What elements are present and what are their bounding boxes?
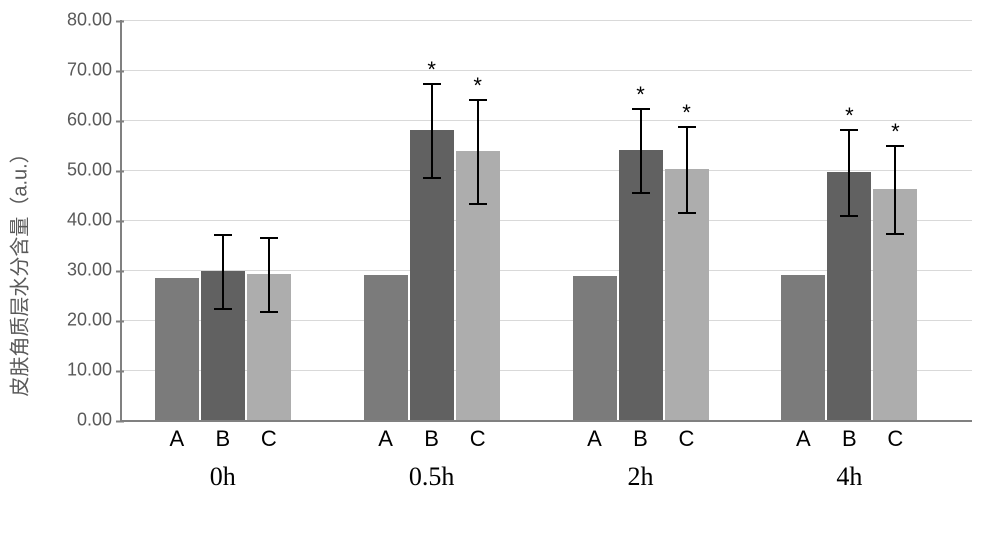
bar-A bbox=[155, 278, 199, 421]
error-cap bbox=[423, 177, 441, 179]
bar-label: A bbox=[378, 426, 393, 452]
error-cap bbox=[632, 192, 650, 194]
group-label: 0.5h bbox=[409, 462, 455, 492]
y-tick-label: 40.00 bbox=[67, 210, 122, 231]
significance-marker: * bbox=[845, 103, 854, 129]
group-label: 4h bbox=[836, 462, 862, 492]
y-axis-label: 皮肤角质层水分含量（a.u.） bbox=[4, 143, 33, 396]
bar-label: C bbox=[679, 426, 695, 452]
error-cap bbox=[214, 308, 232, 310]
gridline bbox=[122, 20, 972, 21]
bar-chart: 皮肤角质层水分含量（a.u.） 0.0010.0020.0030.0040.00… bbox=[0, 0, 1000, 539]
error-cap bbox=[469, 203, 487, 205]
bar-label: C bbox=[887, 426, 903, 452]
y-tick-label: 10.00 bbox=[67, 360, 122, 381]
y-tick-label: 0.00 bbox=[77, 410, 122, 431]
significance-marker: * bbox=[636, 82, 645, 108]
error-bar bbox=[477, 99, 479, 203]
bar-A bbox=[781, 275, 825, 420]
error-cap bbox=[260, 311, 278, 313]
error-bar bbox=[222, 234, 224, 308]
bar-label: B bbox=[424, 426, 439, 452]
error-bar bbox=[686, 126, 688, 212]
error-cap bbox=[678, 126, 696, 128]
bar-label: A bbox=[169, 426, 184, 452]
error-bar bbox=[268, 237, 270, 311]
error-bar bbox=[640, 108, 642, 192]
error-cap bbox=[886, 233, 904, 235]
significance-marker: * bbox=[682, 100, 691, 126]
error-bar bbox=[431, 83, 433, 177]
bar-label: B bbox=[633, 426, 648, 452]
group-label: 2h bbox=[628, 462, 654, 492]
gridline bbox=[122, 70, 972, 71]
significance-marker: * bbox=[427, 57, 436, 83]
bar-label: A bbox=[587, 426, 602, 452]
error-cap bbox=[840, 129, 858, 131]
error-cap bbox=[678, 212, 696, 214]
significance-marker: * bbox=[473, 73, 482, 99]
bar-label: C bbox=[261, 426, 277, 452]
y-tick-label: 80.00 bbox=[67, 10, 122, 31]
error-bar bbox=[848, 129, 850, 215]
error-cap bbox=[840, 215, 858, 217]
bar-label: B bbox=[215, 426, 230, 452]
error-cap bbox=[632, 108, 650, 110]
y-tick-label: 20.00 bbox=[67, 310, 122, 331]
error-cap bbox=[886, 145, 904, 147]
error-cap bbox=[423, 83, 441, 85]
bar-A bbox=[573, 276, 617, 420]
bar-label: A bbox=[796, 426, 811, 452]
error-cap bbox=[260, 237, 278, 239]
plot-area: 0.0010.0020.0030.0040.0050.0060.0070.008… bbox=[120, 20, 972, 422]
group-label: 0h bbox=[210, 462, 236, 492]
bar-label: C bbox=[470, 426, 486, 452]
y-tick-label: 70.00 bbox=[67, 60, 122, 81]
error-bar bbox=[894, 145, 896, 233]
y-tick-label: 30.00 bbox=[67, 260, 122, 281]
significance-marker: * bbox=[891, 119, 900, 145]
error-cap bbox=[214, 234, 232, 236]
bar-A bbox=[364, 275, 408, 420]
error-cap bbox=[469, 99, 487, 101]
y-tick-label: 50.00 bbox=[67, 160, 122, 181]
bar-label: B bbox=[842, 426, 857, 452]
gridline bbox=[122, 170, 972, 171]
y-tick-label: 60.00 bbox=[67, 110, 122, 131]
